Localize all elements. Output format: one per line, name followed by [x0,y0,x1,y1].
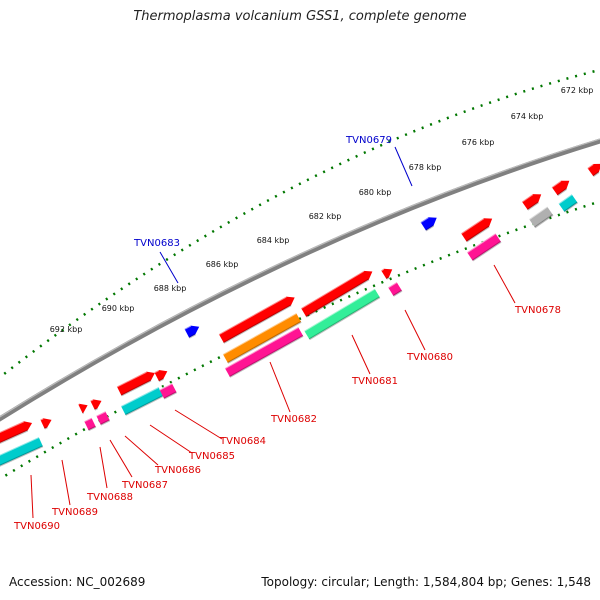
gene-feature[interactable] [218,293,297,344]
kbp-tick-label: 678 kbp [409,163,442,172]
gene-feature[interactable] [387,281,403,297]
label-leader-line [493,264,516,304]
kbp-tick-label: 682 kbp [309,212,342,221]
kbp-tick-label: 674 kbp [511,112,544,121]
gene-feature[interactable] [116,369,157,397]
gene-label[interactable]: TVN0679 [345,135,392,146]
label-leader-line [124,435,159,466]
gene-feature[interactable] [184,322,201,339]
gene-labels: TVN0679 TVN0683 TVN0678 TVN0680 TVN0681 TVN06… [13,135,561,532]
kbp-tick-label: 680 kbp [359,188,392,197]
gene-feature[interactable] [159,382,177,400]
gene-label[interactable]: TVN0686 [154,465,201,476]
kbp-tick-label: 686 kbp [206,260,239,269]
gene-feature[interactable] [586,160,600,177]
gene-feature[interactable] [153,367,169,383]
gene-label-lines [30,146,516,519]
gene-label[interactable]: TVN0684 [219,436,266,447]
gene-feature[interactable] [558,193,578,213]
label-leader-line [99,446,108,489]
kbp-tick-label: 690 kbp [102,304,135,313]
gene-label[interactable]: TVN0685 [188,451,235,462]
label-leader-line [404,309,426,351]
gene-label[interactable]: TVN0680 [406,352,453,363]
kbp-tick-label: 684 kbp [257,236,290,245]
gene-feature[interactable] [222,312,302,364]
gene-feature[interactable] [551,177,572,197]
kbp-tick-label: 688 kbp [154,284,187,293]
gene-feature[interactable] [0,436,44,468]
label-leader-line [269,361,291,413]
gene-feature[interactable] [420,213,440,232]
gene-features [0,160,600,468]
label-leader-line [351,334,371,375]
inner-tick-ring [0,200,600,481]
label-leader-line [159,251,179,284]
gene-feature[interactable] [95,410,111,426]
gene-feature[interactable] [300,267,375,318]
gene-feature[interactable] [83,416,97,432]
gene-feature[interactable] [39,415,53,430]
gene-feature[interactable] [224,326,304,378]
gene-feature[interactable] [460,214,495,243]
gene-label[interactable]: TVN0688 [86,492,133,503]
gene-feature[interactable] [380,265,395,280]
gene-label[interactable]: TVN0687 [121,480,168,491]
gene-feature[interactable] [89,396,103,411]
label-leader-line [61,459,71,506]
label-leader-line [30,474,34,519]
genome-backbone [0,138,600,422]
gene-label[interactable]: TVN0678 [514,305,561,316]
gene-feature[interactable] [303,287,381,341]
label-leader-line [174,409,223,440]
gene-label[interactable]: TVN0683 [133,238,180,249]
accession-text: Accession: NC_002689 [9,575,146,589]
gene-feature[interactable] [521,190,544,211]
kbp-tick-label: 672 kbp [561,86,594,95]
gene-feature[interactable] [528,205,554,229]
gene-feature[interactable] [0,418,34,447]
label-leader-line [149,424,193,454]
gene-label[interactable]: TVN0682 [270,414,317,425]
kbp-tick-label: 692 kbp [50,325,83,334]
label-leader-line [109,439,133,478]
gene-label[interactable]: TVN0690 [13,521,60,532]
label-leader-line [394,146,413,187]
gene-feature[interactable] [77,401,90,415]
kbp-tick-labels: 672 kbp 674 kbp 676 kbp 678 kbp 680 kbp 682 k… [50,86,594,334]
kbp-tick-label: 676 kbp [462,138,495,147]
gene-label[interactable]: TVN0681 [351,376,398,387]
topology-summary: Topology: circular; Length: 1,584,804 bp… [261,575,591,589]
gene-feature[interactable] [466,232,502,262]
gene-label[interactable]: TVN0689 [51,507,98,518]
gene-feature[interactable] [120,386,164,416]
map-title: Thermoplasma volcanium GSS1, complete ge… [133,9,467,24]
